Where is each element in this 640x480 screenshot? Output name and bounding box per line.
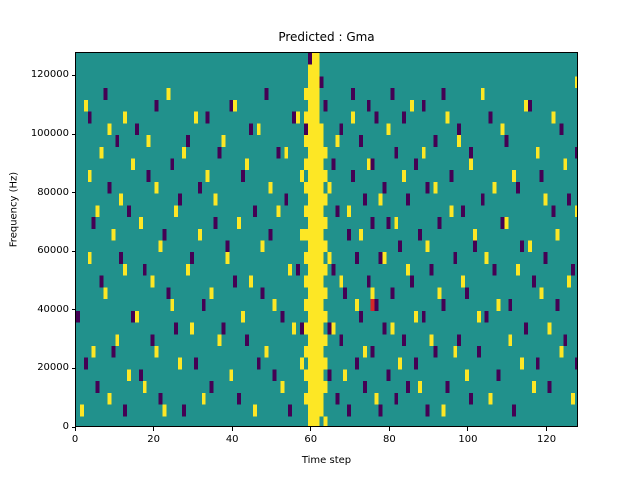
y-axis-label: Frequency (Hz) [8, 171, 20, 248]
x-tick-mark [467, 427, 469, 431]
y-tick-label: 120000 [30, 69, 69, 81]
x-tick-label: 80 [383, 434, 396, 445]
y-tick-mark [71, 192, 75, 194]
y-tick-mark [71, 250, 75, 252]
x-tick-label: 20 [147, 434, 160, 445]
x-tick-label: 100 [458, 434, 478, 445]
y-tick-mark [71, 426, 75, 428]
x-tick-mark [310, 427, 312, 431]
y-tick-label: 40000 [37, 303, 69, 315]
x-tick-label: 40 [225, 434, 239, 445]
x-tick-label: 60 [304, 434, 318, 445]
y-tick-label: 100000 [30, 128, 69, 140]
y-tick-label: 0 [62, 421, 69, 432]
x-tick-mark [546, 427, 548, 431]
x-tick-label: 0 [71, 434, 79, 445]
x-tick-mark [153, 427, 155, 431]
y-tick-label: 60000 [37, 245, 69, 257]
heatmap-plot-area [75, 52, 578, 427]
y-tick-label: 20000 [37, 362, 69, 374]
y-tick-label: 80000 [37, 186, 69, 198]
y-tick-mark [71, 309, 75, 311]
x-tick-mark [231, 427, 233, 431]
x-tick-label: 120 [537, 434, 557, 445]
x-tick-mark [388, 427, 390, 431]
heatmap-image [76, 53, 577, 426]
y-tick-mark [71, 367, 75, 369]
y-tick-mark [71, 74, 75, 76]
y-tick-mark [71, 133, 75, 135]
x-tick-mark [74, 427, 76, 431]
page-title: Predicted : Gma [278, 30, 375, 44]
x-axis-label: Time step [301, 455, 352, 466]
